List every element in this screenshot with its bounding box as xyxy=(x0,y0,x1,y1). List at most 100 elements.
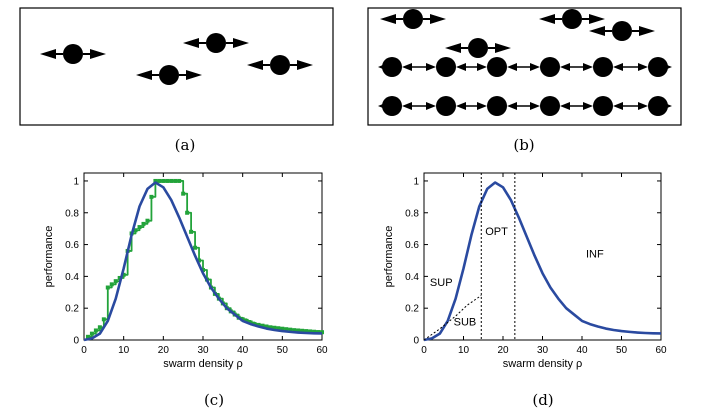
d-region-label-sup: SUP xyxy=(430,277,453,289)
d-ytick-label: 0.2 xyxy=(405,304,419,315)
d-region-label-inf: INF xyxy=(586,248,604,260)
chain-bottom-agent-3 xyxy=(487,96,507,116)
c-series-1-point xyxy=(193,245,198,250)
chart-d: 0 10 20 30 40 50 60 0 0.2 0.4 0.6 0.8 1 SUP SUB OPT INF… xyxy=(383,172,667,370)
d-series-2-line xyxy=(423,295,482,341)
c-ytick-label: 0.8 xyxy=(65,208,79,219)
d-region-label-sub: SUB xyxy=(454,317,477,329)
c-series-1-point xyxy=(276,326,281,331)
c-series-1-point xyxy=(117,275,122,280)
agent-a-1 xyxy=(40,44,106,64)
c-xtick-label: 30 xyxy=(197,345,209,356)
c-series-1-point xyxy=(137,225,142,230)
chain-top-arrow-left xyxy=(378,63,388,71)
agent-a-3 xyxy=(136,65,202,85)
c-xtick-label: 60 xyxy=(316,345,328,356)
c-series-1-point xyxy=(304,329,309,334)
c-series-1-point xyxy=(272,325,277,330)
d-ytick-label: 0 xyxy=(413,336,419,347)
c-series-1-point xyxy=(201,268,205,273)
chain-top-agent-5 xyxy=(593,57,613,77)
c-series-1-line xyxy=(87,180,323,338)
c-series-1-point xyxy=(268,325,273,330)
chain-bottom-agent-6 xyxy=(648,96,668,116)
d-xtick-label: 0 xyxy=(421,345,427,356)
c-series-1-point xyxy=(105,285,110,290)
c-xtick-label: 50 xyxy=(277,345,289,356)
chart-c-frame xyxy=(83,172,323,341)
d-xtick-label: 10 xyxy=(458,345,470,356)
c-series-1-point xyxy=(264,324,269,329)
chain-bottom-link-5 xyxy=(613,102,648,110)
d-xtick-label: 40 xyxy=(576,345,588,356)
c-ytick-label: 1 xyxy=(73,176,79,187)
chart-d-ylabel: performance xyxy=(383,226,395,288)
d-xtick-label: 60 xyxy=(655,345,667,356)
chain-bottom-arrow-right xyxy=(662,102,672,110)
chain-bottom-link-1 xyxy=(402,102,436,110)
d-ytick-label: 0.8 xyxy=(405,208,419,219)
c-ytick-label: 0.2 xyxy=(65,304,79,315)
chain-top-link-5 xyxy=(613,63,648,71)
c-series-1-point xyxy=(89,331,94,336)
c-xtick-label: 40 xyxy=(237,345,249,356)
c-series-1-point xyxy=(308,329,313,334)
c-series-1-point xyxy=(292,328,297,333)
chain-bottom-link-2 xyxy=(456,102,487,110)
chain-bottom-agent-4 xyxy=(540,96,560,116)
caption-c: (c) xyxy=(204,391,224,409)
c-series-1-point xyxy=(161,178,166,183)
c-series-1-point xyxy=(121,272,126,277)
agent-b-free-2 xyxy=(539,9,605,29)
c-series-1-point xyxy=(141,221,146,226)
c-xtick-label: 20 xyxy=(158,345,170,356)
c-series-1-point xyxy=(316,330,321,335)
chain-top-agent-2 xyxy=(436,57,456,77)
c-series-2-line xyxy=(83,181,323,342)
c-series-1-point xyxy=(256,322,261,327)
c-series-1-point xyxy=(157,178,162,183)
chain-bottom-agent-5 xyxy=(593,96,613,116)
c-series-1-point xyxy=(109,282,114,287)
c-series-1-point xyxy=(181,191,186,196)
chain-bottom-link-4 xyxy=(560,102,593,110)
c-series-1-point xyxy=(197,258,202,263)
c-series-1-point xyxy=(101,317,106,322)
caption-b: (b) xyxy=(513,136,534,154)
c-series-1-point xyxy=(149,194,154,199)
c-series-1-point xyxy=(153,178,158,183)
d-xtick-label: 30 xyxy=(537,345,549,356)
d-ytick-label: 1 xyxy=(413,176,419,187)
c-xtick-label: 10 xyxy=(118,345,130,356)
c-series-1-point xyxy=(133,228,138,233)
agent-b-free-4 xyxy=(445,38,511,58)
chain-top-link-2 xyxy=(456,63,487,71)
d-series-1-line xyxy=(423,181,662,342)
caption-d: (d) xyxy=(532,391,553,409)
chain-bottom-arrow-left xyxy=(378,102,388,110)
c-series-1-point xyxy=(244,318,249,323)
c-series-1-point xyxy=(189,229,194,234)
c-series-1-point xyxy=(113,279,118,284)
caption-a: (a) xyxy=(175,136,196,154)
chain-top-link-4 xyxy=(560,63,593,71)
d-ytick-label: 0.6 xyxy=(405,240,419,251)
chain-top-agent-4 xyxy=(540,57,560,77)
c-series-1-point xyxy=(296,328,301,333)
c-ytick-label: 0.6 xyxy=(65,240,79,251)
c-series-1-point xyxy=(300,328,305,333)
c-ytick-label: 0 xyxy=(73,336,79,347)
chain-bottom-agent-1 xyxy=(382,96,402,116)
c-series-1-point xyxy=(288,327,293,332)
c-series-1-point xyxy=(185,210,190,215)
chain-top-arrow-right xyxy=(662,63,672,71)
c-series-1-point xyxy=(169,178,174,183)
chain-top-agent-6 xyxy=(648,57,668,77)
c-series-1-point xyxy=(312,329,317,334)
chart-d-frame xyxy=(423,172,662,341)
agent-b-free-1 xyxy=(380,9,446,29)
chain-top-agent-1 xyxy=(382,57,402,77)
chain-top-link-3 xyxy=(507,63,540,71)
c-series-1-point xyxy=(177,178,182,183)
chart-d-xlabel: swarm density ρ xyxy=(503,358,583,370)
